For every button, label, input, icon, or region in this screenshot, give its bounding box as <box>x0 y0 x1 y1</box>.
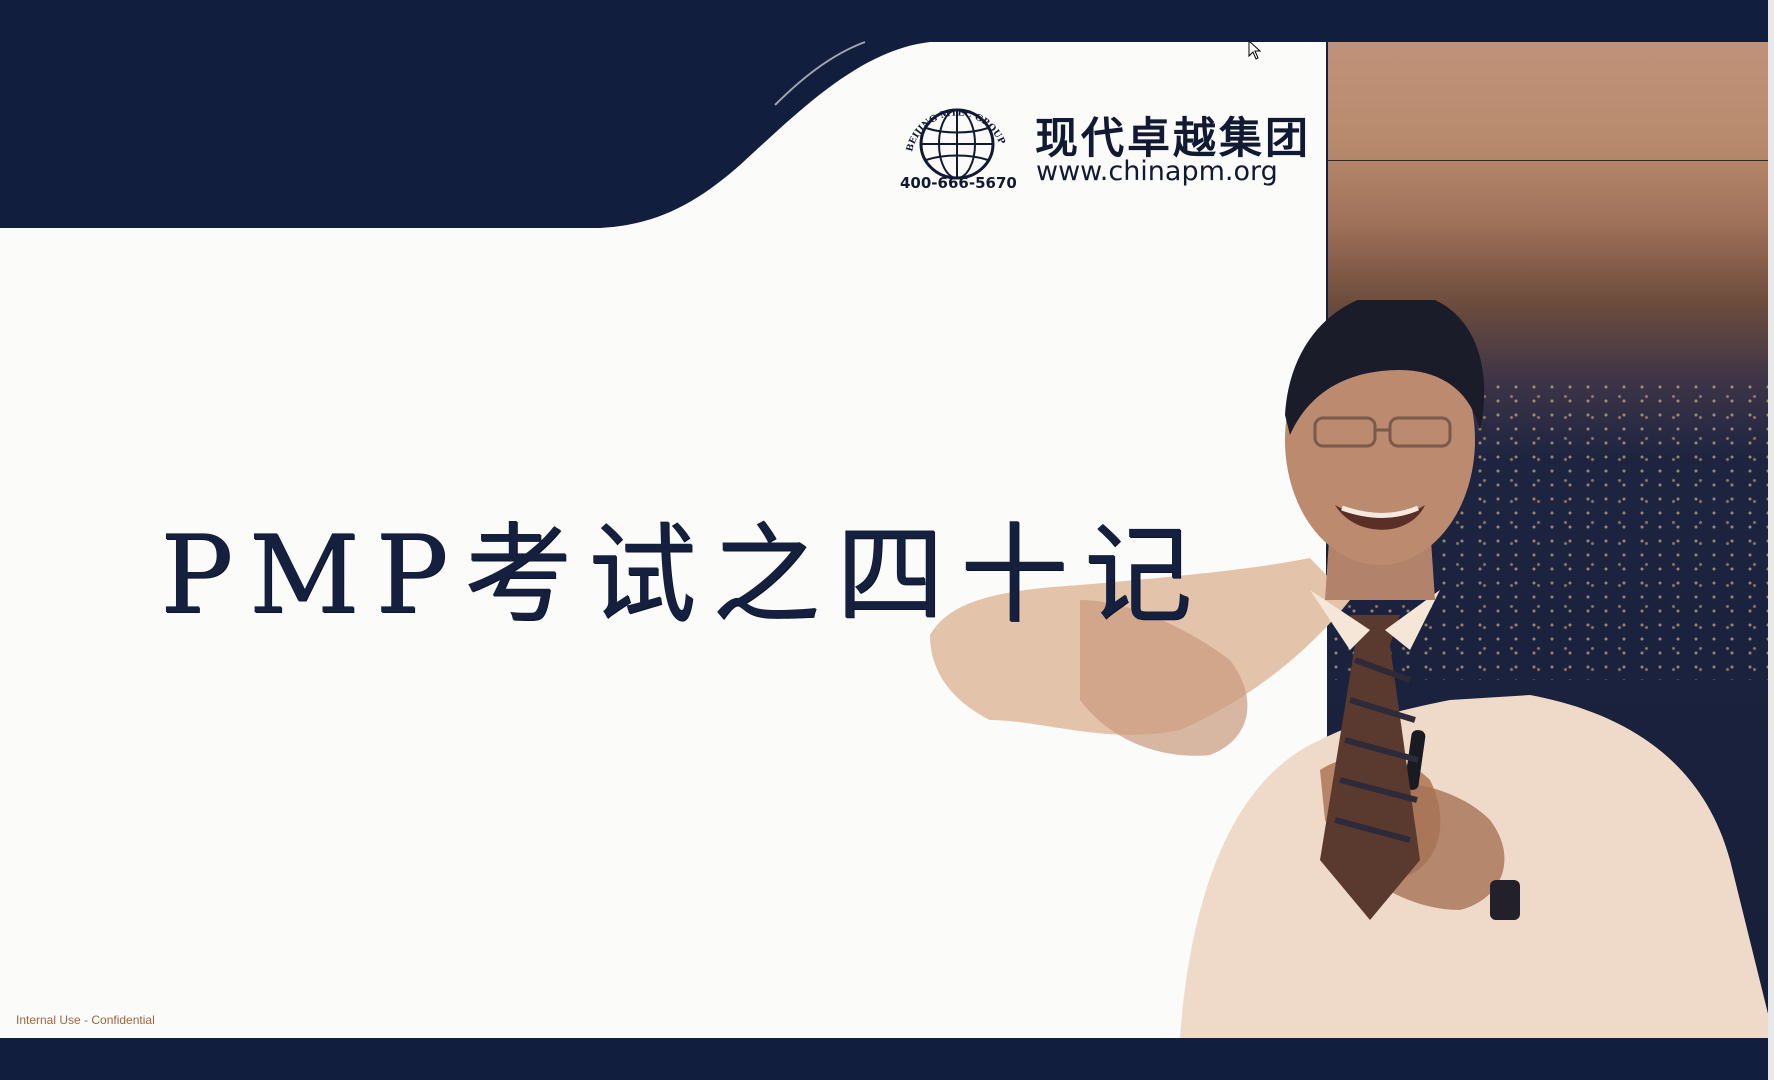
confidential-footer: Internal Use - Confidential <box>16 1013 155 1027</box>
window-edge <box>1768 0 1774 1080</box>
presenter-photo <box>930 300 1774 1038</box>
bottom-navy-bar <box>0 1038 1774 1080</box>
company-name: 现代卓越集团 <box>1035 114 1311 164</box>
company-website: www.chinapm.org <box>1036 156 1278 187</box>
slide-title: PMP考试之四十记 <box>160 513 1208 638</box>
globe-logo-icon: BEIJING MTEC GROUP HOLDINGS LTD <box>904 92 1008 180</box>
company-logo: BEIJING MTEC GROUP HOLDINGS LTD 现代卓越集团 w… <box>900 88 1320 198</box>
photo-divider-line <box>1327 160 1774 161</box>
mouse-pointer-icon <box>1248 40 1262 60</box>
header-wave-band <box>0 0 1774 228</box>
company-phone: 400-666-5670 <box>900 174 1017 192</box>
